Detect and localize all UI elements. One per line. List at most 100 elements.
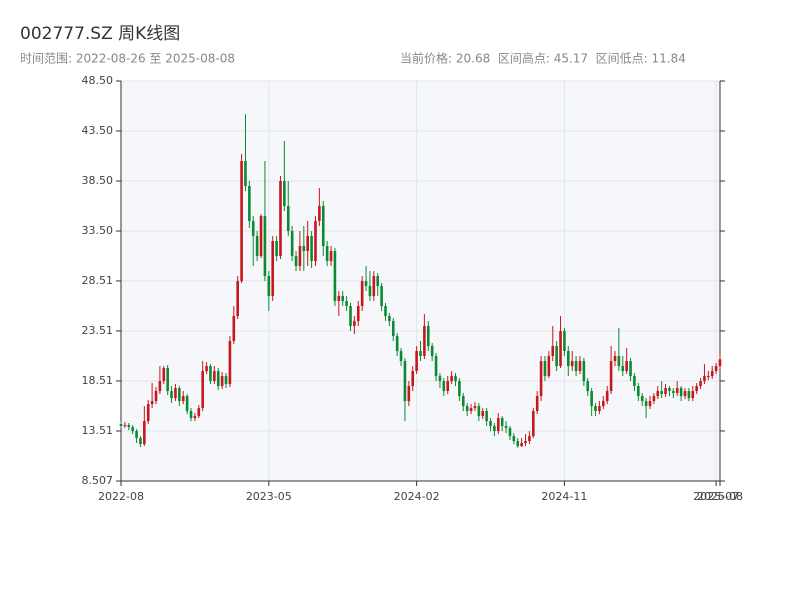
candle-body [341,296,345,302]
candle-body [318,206,321,222]
candle-body [652,396,656,402]
candle-body [197,408,201,417]
candle-body [290,231,294,257]
candle-body [368,286,372,297]
candle-body [209,366,212,382]
candle-body [310,236,313,262]
candle-body [695,386,698,392]
candle-body [150,401,154,405]
candle-body [664,388,667,395]
y-tick-label: 13.51 [82,424,114,437]
candle-body [660,391,663,395]
candle-body [174,388,177,399]
candle-body [539,361,543,397]
candle-body [516,441,520,447]
candle-body [714,366,718,372]
candle-body [574,361,578,372]
candle-body [679,388,683,397]
candle-body [450,376,453,382]
candle-body [162,368,166,382]
candle-body [279,181,282,257]
candle-body [559,331,562,367]
candle-body [535,396,539,412]
y-tick-label: 43.50 [82,124,114,137]
candle-body [127,425,131,428]
candle-body [458,381,461,397]
candle-body [551,346,555,357]
y-tick-label: 48.50 [82,74,114,87]
chart-title: 002777.SZ 周K线图 [20,24,180,44]
candle-body [154,391,158,402]
candle-body [430,346,434,357]
subtitle: 当前价格: 20.68 区间高点: 45.17 区间低点: 11.84 [400,51,686,66]
x-tick-label: 2025-08 [697,490,743,503]
candle-body [434,356,438,377]
x-tick-label: 2022-08 [98,490,144,503]
candle-body [617,356,621,367]
candle-body [360,281,364,307]
candle-body [185,396,189,412]
candle-body [376,276,380,287]
candle-body [158,381,162,392]
x-tick-label: 2024-02 [394,490,440,503]
candle-body [489,421,492,427]
candle-body [216,371,220,387]
candle-body [500,418,504,427]
candle-body [520,443,523,447]
candle-body [504,426,508,429]
candle-body [236,281,239,317]
candle-body [605,391,609,402]
candle-body [668,388,671,392]
candle-body [372,276,376,297]
candle-body [283,181,286,207]
candle-body [477,406,481,417]
candle-body [251,221,255,237]
candle-body [528,436,531,442]
candle-body [644,401,648,407]
candle-body [364,281,368,287]
candle-body [473,406,477,409]
candle-body [333,251,337,302]
candle-body [248,186,251,222]
candle-body [563,331,566,352]
candle-body [244,161,247,187]
candle-body [143,421,146,445]
candle-body [131,427,134,432]
candle-body [181,396,185,402]
y-tick-label: 28.51 [82,274,114,287]
candle-body [391,321,395,337]
candle-body [687,391,691,399]
candle-body [259,216,263,257]
x-tick-label: 2024-11 [541,490,587,503]
candle-body [621,366,625,372]
candle-body [228,341,232,385]
candle-body [570,361,574,367]
candle-body [356,306,360,322]
candle-body [201,371,204,409]
candle-body [683,391,687,397]
candle-body [286,206,290,232]
candle-body [656,391,660,397]
candle-body [578,361,582,372]
candle-body [205,366,208,372]
candle-body [633,376,636,387]
candle-body [353,321,356,327]
candle-body [609,361,613,392]
candle-body [602,401,605,407]
candle-body [255,236,259,257]
candle-body [637,386,640,397]
candle-body [298,246,302,267]
candle-body [438,376,442,382]
candle-body [166,368,169,392]
candle-body [314,221,317,262]
candle-body [629,361,632,377]
candle-body [220,376,224,387]
candle-body [547,356,551,377]
candle-body [415,351,418,372]
candle-body [567,351,570,367]
candle-body [232,316,236,342]
candle-body [718,359,722,367]
candle-body [590,391,593,407]
candle-body [170,391,173,399]
